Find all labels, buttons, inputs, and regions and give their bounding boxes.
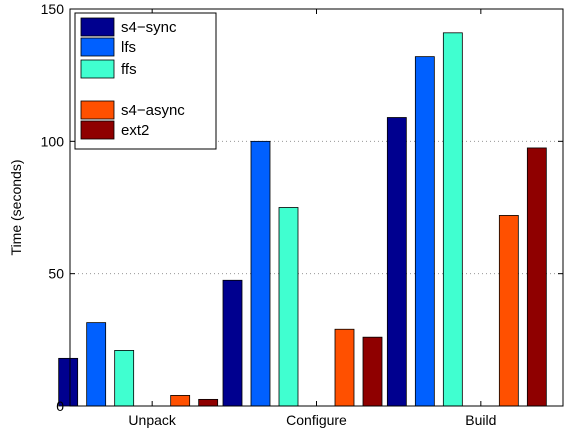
bar-s4−async-Configure	[334, 328, 355, 407]
legend-swatch-s4−sync	[80, 17, 115, 37]
legend-label-ext2: ext2	[121, 122, 149, 139]
x-tick-label: Configure	[286, 412, 347, 428]
y-axis-label: Time (seconds)	[8, 160, 24, 256]
bar-lfs-Configure	[250, 140, 271, 407]
legend-label-ffs: ffs	[121, 61, 137, 78]
x-tick-label: Unpack	[128, 412, 176, 428]
bar-ext2-Build	[526, 147, 547, 407]
y-tick-label: 0	[56, 398, 64, 414]
bar-ffs-Configure	[278, 207, 299, 407]
bar-ffs-Build	[442, 32, 463, 407]
bar-s4−async-Unpack	[170, 395, 191, 407]
y-tick-label: 150	[41, 1, 65, 17]
bar-ext2-Unpack	[198, 398, 219, 407]
bar-ext2-Configure	[362, 336, 383, 407]
bar-lfs-Unpack	[86, 322, 107, 407]
legend-label-lfs: lfs	[121, 39, 136, 56]
legend-swatch-s4−async	[80, 100, 115, 120]
legend-swatch-ext2	[80, 120, 115, 140]
y-tick-label: 50	[48, 266, 64, 282]
bar-s4−sync-Build	[386, 117, 407, 407]
legend-swatch-lfs	[80, 37, 115, 57]
bar-s4−sync-Unpack	[58, 357, 79, 407]
y-tick-label: 100	[41, 133, 65, 149]
bar-ffs-Unpack	[114, 350, 135, 407]
bar-lfs-Build	[414, 56, 435, 407]
plot-area: 0 50 100 150 Unpack Configure Build s4−sync lfs f…	[41, 1, 564, 428]
x-tick-label: Build	[465, 412, 496, 428]
bar-s4−async-Build	[498, 215, 519, 407]
bar-s4−sync-Configure	[222, 279, 243, 407]
legend-label-s4−sync: s4−sync	[121, 19, 177, 36]
legend-swatch-ffs	[80, 59, 115, 79]
legend-label-s4−async: s4−async	[121, 102, 185, 119]
